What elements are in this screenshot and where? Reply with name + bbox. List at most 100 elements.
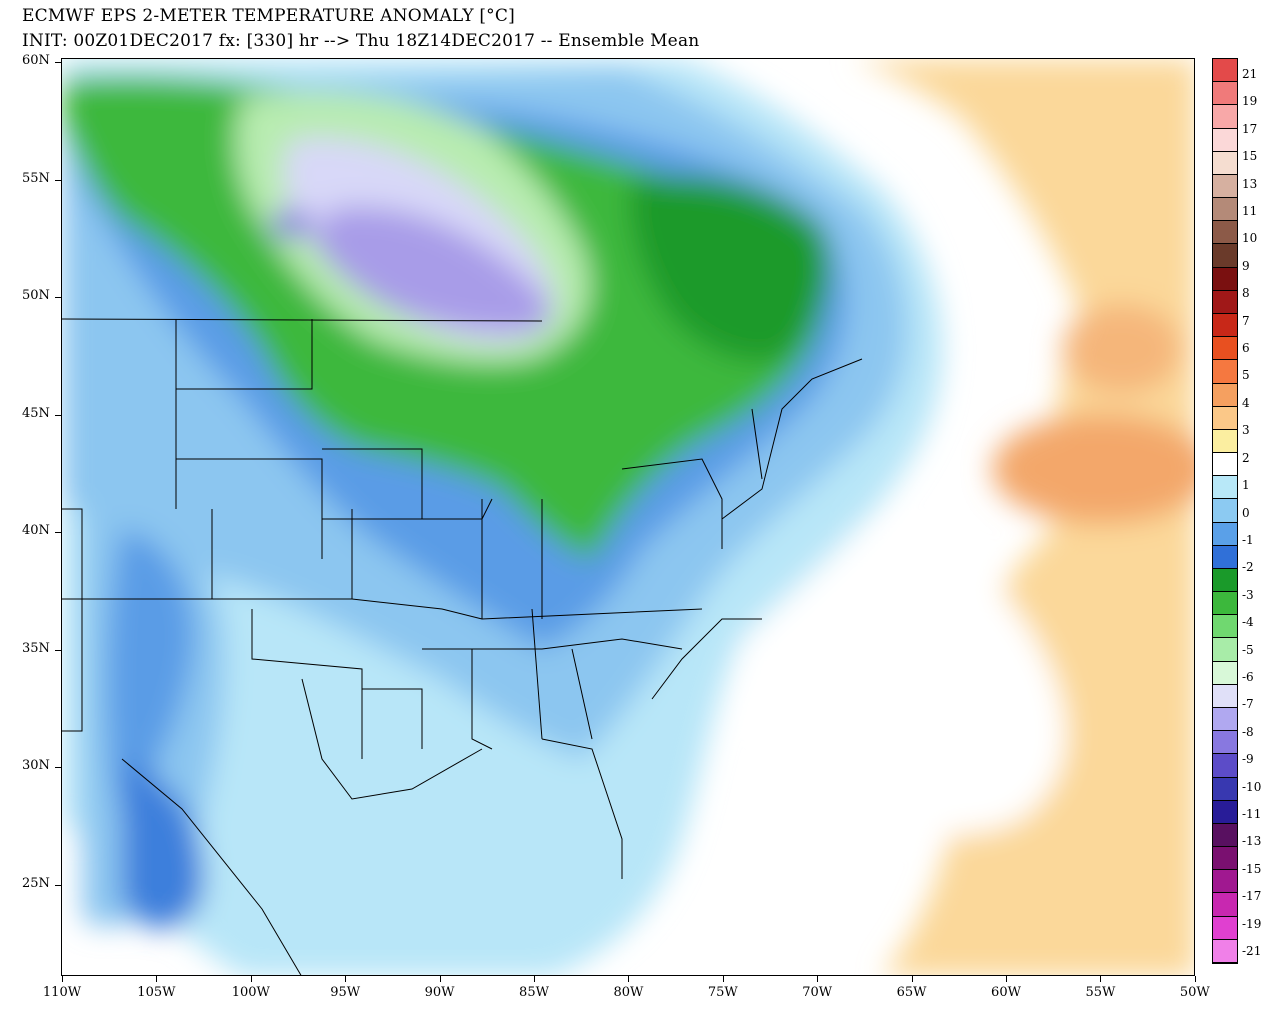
colorbar-swatch bbox=[1213, 522, 1237, 546]
colorbar-swatch bbox=[1213, 174, 1237, 199]
colorbar-swatch bbox=[1213, 221, 1237, 245]
colorbar-swatch bbox=[1213, 406, 1237, 430]
lat-tick bbox=[55, 532, 61, 533]
colorbar-label: 10 bbox=[1242, 231, 1258, 246]
colorbar-label: 8 bbox=[1242, 286, 1250, 301]
lon-tick bbox=[534, 976, 535, 982]
lon-label: 70W bbox=[802, 985, 833, 1000]
colorbar-label: 21 bbox=[1242, 67, 1258, 81]
colorbar-swatch bbox=[1213, 754, 1237, 778]
lon-tick bbox=[1194, 976, 1196, 982]
colorbar-label: 6 bbox=[1242, 341, 1250, 356]
colorbar-swatch bbox=[1213, 453, 1237, 477]
colorbar-swatch bbox=[1213, 360, 1237, 384]
colorbar-label: -21 bbox=[1242, 944, 1262, 958]
colorbar-swatch bbox=[1213, 313, 1237, 338]
lat-tick bbox=[55, 649, 61, 651]
colorbar-label: -11 bbox=[1242, 806, 1262, 821]
lon-tick bbox=[62, 976, 63, 982]
colorbar-swatch bbox=[1213, 638, 1237, 662]
lat-label: 60N bbox=[22, 53, 50, 68]
lon-label: 110W bbox=[42, 985, 82, 1000]
map-subtitle: INIT: 00Z01DEC2017 fx: [330] hr --> Thu … bbox=[22, 31, 700, 51]
colorbar-swatch bbox=[1213, 684, 1237, 709]
lon-label: 80W bbox=[613, 985, 644, 1000]
colorbar-swatch bbox=[1213, 939, 1237, 963]
lat-tick bbox=[55, 62, 61, 63]
colorbar-swatch bbox=[1213, 731, 1237, 755]
colorbar-label: 17 bbox=[1242, 121, 1258, 136]
lon-label: 90W bbox=[424, 985, 455, 1000]
colorbar-swatch bbox=[1213, 545, 1237, 569]
lat-label: 50N bbox=[22, 288, 50, 303]
lon-tick bbox=[439, 976, 441, 982]
colorbar-swatch bbox=[1213, 267, 1237, 291]
lon-label: 60W bbox=[991, 985, 1021, 1000]
lon-tick bbox=[817, 976, 819, 982]
colorbar-swatch bbox=[1213, 893, 1237, 917]
lat-label: 55N bbox=[22, 170, 50, 186]
colorbar-label: -5 bbox=[1242, 642, 1254, 657]
colorbar-swatch bbox=[1213, 59, 1237, 83]
colorbar-swatch bbox=[1213, 615, 1237, 639]
colorbar-swatch bbox=[1213, 151, 1237, 175]
colorbar-label: 11 bbox=[1242, 204, 1258, 219]
lon-tick bbox=[156, 976, 158, 982]
colorbar-label: 1 bbox=[1242, 478, 1250, 493]
lat-tick bbox=[55, 414, 61, 416]
lon-tick bbox=[345, 976, 347, 982]
colorbar-swatch bbox=[1213, 592, 1237, 616]
colorbar-swatch bbox=[1213, 476, 1237, 500]
lon-label: 100W bbox=[231, 985, 270, 1000]
colorbar-swatch bbox=[1213, 916, 1237, 940]
colorbar-label: -15 bbox=[1242, 861, 1262, 876]
colorbar-swatch bbox=[1213, 800, 1237, 824]
lon-label: 105W bbox=[137, 985, 176, 1000]
colorbar-swatch bbox=[1213, 105, 1237, 129]
lon-tick bbox=[911, 976, 913, 982]
lon-label: 50W bbox=[1179, 985, 1210, 1000]
colorbar-label: -10 bbox=[1242, 779, 1262, 794]
colorbar-swatch bbox=[1213, 290, 1237, 314]
colorbar-swatch bbox=[1213, 847, 1237, 871]
colorbar-label: -13 bbox=[1242, 834, 1262, 849]
colorbar-swatch bbox=[1213, 777, 1237, 801]
boundary-lines bbox=[62, 318, 863, 975]
anomaly-map bbox=[61, 58, 1195, 976]
lon-label: 95W bbox=[330, 985, 361, 1000]
colorbar-label: -4 bbox=[1242, 615, 1254, 630]
lat-label: 30N bbox=[22, 758, 50, 773]
lat-tick bbox=[55, 767, 61, 768]
colorbar-label: -3 bbox=[1242, 587, 1254, 602]
colorbar-label: 13 bbox=[1242, 176, 1258, 191]
lat-label: 45N bbox=[22, 405, 50, 421]
colorbar-swatch bbox=[1213, 429, 1237, 454]
colorbar-label: -7 bbox=[1242, 697, 1254, 712]
lon-tick bbox=[250, 976, 252, 982]
colorbar-label: 3 bbox=[1242, 423, 1250, 438]
lon-label: 55W bbox=[1085, 985, 1116, 1000]
colorbar-label: 7 bbox=[1242, 313, 1250, 328]
colorbar-label: -17 bbox=[1242, 889, 1262, 904]
colorbar-swatch bbox=[1213, 198, 1237, 222]
lat-label: 35N bbox=[22, 640, 50, 656]
colorbar-label: 0 bbox=[1242, 505, 1250, 520]
colorbar-swatch bbox=[1213, 82, 1237, 106]
lat-label: 40N bbox=[22, 523, 50, 538]
colorbar-label: 9 bbox=[1242, 258, 1250, 273]
lon-tick bbox=[628, 976, 630, 982]
colorbar-label: 15 bbox=[1242, 149, 1258, 164]
lat-tick bbox=[55, 884, 61, 886]
lat-tick bbox=[55, 179, 61, 181]
colorbar-swatch bbox=[1213, 870, 1237, 894]
lat-label: 25N bbox=[22, 875, 50, 891]
colorbar-swatch bbox=[1213, 128, 1237, 152]
lon-tick bbox=[1006, 976, 1007, 982]
colorbar-swatch bbox=[1213, 499, 1237, 523]
colorbar-swatch bbox=[1213, 383, 1237, 407]
lon-tick bbox=[1100, 976, 1102, 982]
colorbar-swatch bbox=[1213, 337, 1237, 361]
colorbar-label: 19 bbox=[1242, 94, 1258, 109]
colorbar-swatch bbox=[1213, 708, 1237, 732]
colorbar-label: -19 bbox=[1242, 916, 1262, 931]
